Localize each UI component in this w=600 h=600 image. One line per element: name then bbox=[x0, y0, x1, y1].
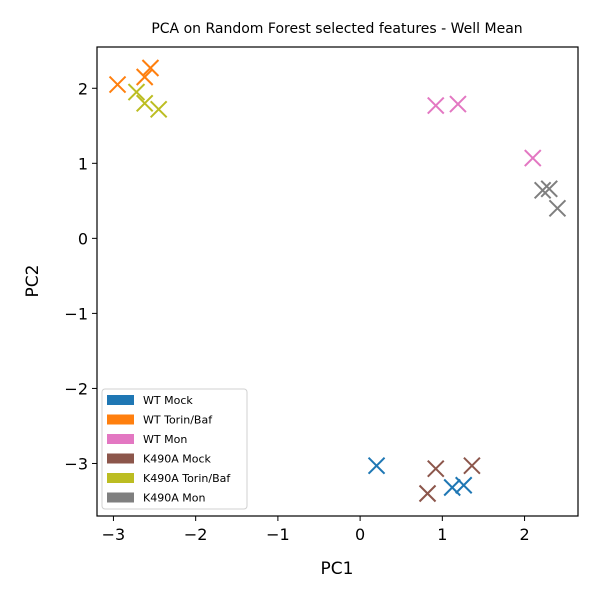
y-tick-label: −1 bbox=[64, 304, 88, 323]
data-point bbox=[367, 457, 386, 475]
legend: WT Mock WT Torin/Baf WT Mon K490A Mock K490A… bbox=[101, 388, 248, 510]
data-point bbox=[533, 181, 552, 200]
legend-label: WT Mock bbox=[143, 394, 193, 407]
x-tick-label: −2 bbox=[184, 525, 208, 544]
plot-frame bbox=[96, 46, 579, 517]
x-axis-label: PC1 bbox=[321, 559, 354, 579]
legend-swatch bbox=[107, 492, 134, 503]
legend-label: K490A Torin/Baf bbox=[143, 472, 231, 485]
data-point bbox=[141, 59, 160, 77]
y-tick-label: 2 bbox=[78, 79, 88, 98]
y-tick-label: 0 bbox=[78, 229, 88, 248]
points-layer bbox=[108, 59, 567, 503]
ticks-layer: −3 −2 −1 0 1 2 −3 −2 −1 0 1 2 bbox=[64, 79, 529, 544]
legend-swatch bbox=[107, 453, 134, 464]
x-tick-label: 0 bbox=[355, 525, 365, 544]
data-point bbox=[108, 75, 127, 94]
chart-title: PCA on Random Forest selected features -… bbox=[151, 21, 522, 37]
data-point bbox=[135, 68, 154, 86]
legend-label: WT Mon bbox=[143, 433, 187, 446]
data-point bbox=[455, 476, 473, 494]
x-tick-label: −3 bbox=[102, 525, 126, 544]
data-point bbox=[524, 149, 542, 167]
y-axis-label: PC2 bbox=[23, 265, 43, 298]
legend-swatch bbox=[107, 434, 134, 444]
legend-swatch bbox=[107, 414, 134, 425]
y-tick-label: −2 bbox=[64, 379, 88, 398]
x-tick-label: 2 bbox=[519, 525, 529, 544]
data-point bbox=[149, 100, 168, 118]
data-point bbox=[427, 96, 445, 115]
data-point bbox=[548, 199, 567, 218]
legend-label: K490A Mon bbox=[143, 492, 205, 505]
data-point bbox=[463, 457, 481, 475]
data-point bbox=[540, 180, 558, 198]
x-tick-label: −1 bbox=[266, 525, 290, 544]
legend-swatch bbox=[107, 395, 134, 405]
legend-box bbox=[101, 388, 248, 510]
data-point bbox=[127, 83, 146, 101]
data-point bbox=[449, 95, 467, 113]
y-tick-label: 1 bbox=[78, 154, 88, 173]
data-point bbox=[427, 460, 445, 478]
legend-label: WT Torin/Baf bbox=[143, 414, 213, 427]
legend-swatch bbox=[107, 473, 134, 483]
data-point bbox=[418, 484, 437, 503]
y-tick-label: −3 bbox=[64, 454, 88, 473]
data-point bbox=[135, 94, 154, 112]
legend-label: K490A Mock bbox=[143, 453, 211, 466]
x-tick-label: 1 bbox=[437, 525, 447, 544]
